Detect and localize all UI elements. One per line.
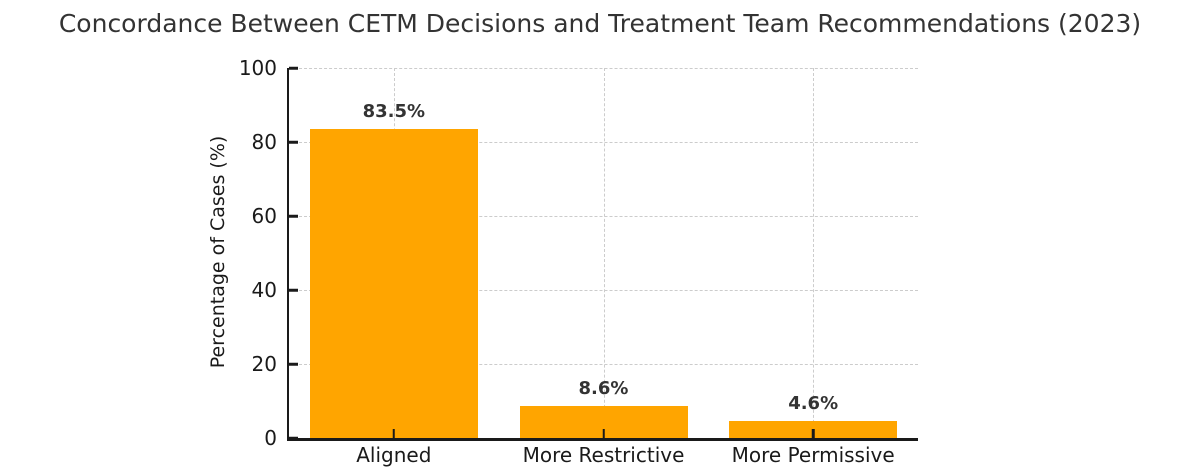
- y-tick-label: 60: [251, 204, 277, 228]
- y-tick-mark: [289, 288, 298, 292]
- y-axis-tick-labels: 0 20 40 60 80 100: [187, 56, 277, 450]
- plot-area: 83.5% 8.6% 4.6%: [286, 66, 918, 441]
- y-tick-mark: [289, 362, 298, 366]
- bar-value-label: 83.5%: [362, 101, 426, 123]
- y-tick-label: 40: [251, 278, 277, 302]
- bar-group: 4.6%: [729, 68, 898, 438]
- y-axis-spine: [286, 68, 289, 441]
- y-tick-label: 0: [264, 426, 277, 450]
- x-tick-mark: [602, 429, 605, 438]
- x-tick-label: More Permissive: [731, 443, 895, 467]
- y-tick-label: 20: [251, 352, 277, 376]
- y-tick-label: 80: [251, 130, 277, 154]
- bar-value-label: 8.6%: [578, 378, 629, 400]
- y-tick-mark: [289, 66, 298, 70]
- bar: [309, 129, 478, 438]
- y-tick-mark: [289, 140, 298, 144]
- x-tick-label: More Restrictive: [522, 443, 685, 467]
- x-tick-mark: [392, 429, 396, 438]
- bar-group: 8.6%: [519, 68, 688, 438]
- gridline-vertical: [813, 68, 815, 438]
- y-tick-label: 100: [238, 56, 277, 80]
- bar-group: 83.5%: [309, 68, 478, 438]
- y-tick-mark: [289, 214, 298, 218]
- bar-value-label: 4.6%: [788, 393, 839, 414]
- chart-title: Concordance Between CETM Decisions and T…: [58, 9, 1142, 38]
- x-tick-label: Aligned: [356, 443, 432, 467]
- x-axis-tick-labels: Aligned More Restrictive More Permissive: [289, 443, 918, 471]
- x-axis-spine: [286, 438, 918, 441]
- gridline-vertical: [603, 68, 605, 438]
- x-tick-mark: [811, 429, 815, 438]
